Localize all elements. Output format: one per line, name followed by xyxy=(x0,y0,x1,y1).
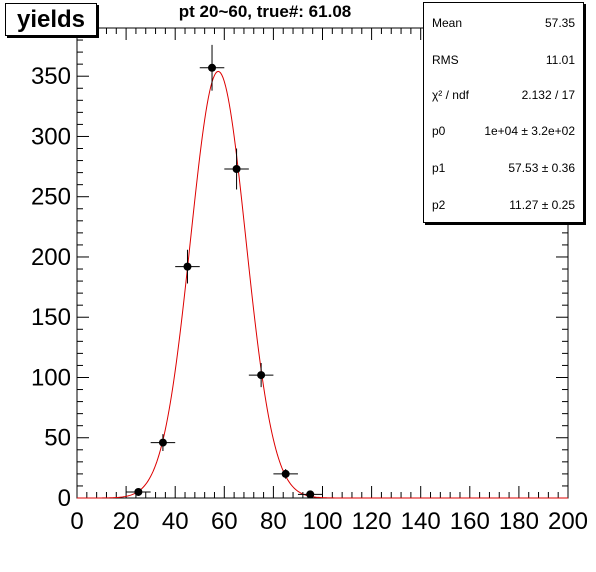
data-point xyxy=(273,469,298,479)
stats-row-mean: Mean 57.35 xyxy=(432,16,575,30)
x-tick-label: 20 xyxy=(113,508,140,535)
point-marker xyxy=(232,165,241,173)
data-point xyxy=(150,434,176,451)
y-tick-label: 0 xyxy=(58,485,71,512)
y-tick-label: 200 xyxy=(31,244,71,271)
stats-value: 1e+04 ± 3.2e+02 xyxy=(484,124,575,138)
fit-curve xyxy=(77,70,568,499)
axes: 0 20 40 60 80 100 120 140 160 180 200 0 50 100 150 200 2… xyxy=(31,27,588,535)
stats-label: Mean xyxy=(432,16,463,30)
x-tick-label: 80 xyxy=(260,508,287,535)
stats-row-chi2: χ² / ndf 2.132 / 17 xyxy=(432,88,575,102)
stats-value: 57.53 ± 0.36 xyxy=(508,161,575,175)
data-point xyxy=(199,44,225,91)
y-tick-label: 150 xyxy=(31,304,71,331)
stats-box: Mean 57.35 RMS 11.01 χ² / ndf 2.132 / 17… xyxy=(423,2,584,223)
data-point xyxy=(224,148,249,190)
point-marker xyxy=(281,469,290,478)
y-tick-label: 300 xyxy=(31,123,71,150)
point-marker xyxy=(208,63,217,72)
x-tick-label: 120 xyxy=(352,508,392,535)
point-marker xyxy=(257,371,266,380)
y-tick-label: 50 xyxy=(44,425,71,452)
x-tick-label: 180 xyxy=(499,508,539,535)
x-tick-label: 60 xyxy=(211,508,238,535)
stats-label: p1 xyxy=(432,161,446,175)
x-tick-label: 160 xyxy=(450,508,490,535)
x-tick-label: 200 xyxy=(548,508,588,535)
stats-row-rms: RMS 11.01 xyxy=(432,53,575,67)
stats-label: p2 xyxy=(432,198,446,212)
stats-label: χ² / ndf xyxy=(432,88,469,102)
point-marker xyxy=(158,438,167,447)
stats-value: 57.35 xyxy=(544,16,575,30)
x-tick-label: 100 xyxy=(302,508,342,535)
data-points xyxy=(126,44,323,499)
y-tick-label: 350 xyxy=(31,63,71,90)
data-point xyxy=(248,363,274,388)
point-marker xyxy=(183,262,192,271)
point-marker xyxy=(306,490,315,499)
point-marker xyxy=(134,487,143,496)
stats-value: 2.132 / 17 xyxy=(521,88,575,102)
stats-value: 11.01 xyxy=(545,53,575,67)
stats-row-p0: p0 1e+04 ± 3.2e+02 xyxy=(432,124,575,138)
stats-row-p1: p1 57.53 ± 0.36 xyxy=(432,161,575,175)
y-tick-label: 250 xyxy=(31,184,71,211)
stats-label: p0 xyxy=(432,124,446,138)
stats-value: 11.27 ± 0.25 xyxy=(509,198,575,212)
data-point xyxy=(297,490,323,499)
stats-label: RMS xyxy=(432,53,459,67)
x-tick-label: 140 xyxy=(401,508,441,535)
x-tick-label: 40 xyxy=(162,508,189,535)
data-point xyxy=(175,249,200,284)
histogram-title: pt 20~60, true#: 61.08 xyxy=(178,2,352,21)
canvas-title: yields xyxy=(5,3,97,36)
x-tick-label: 0 xyxy=(70,508,83,535)
data-point xyxy=(126,487,151,496)
stats-row-p2: p2 11.27 ± 0.25 xyxy=(432,198,575,212)
y-tick-label: 100 xyxy=(31,364,71,391)
